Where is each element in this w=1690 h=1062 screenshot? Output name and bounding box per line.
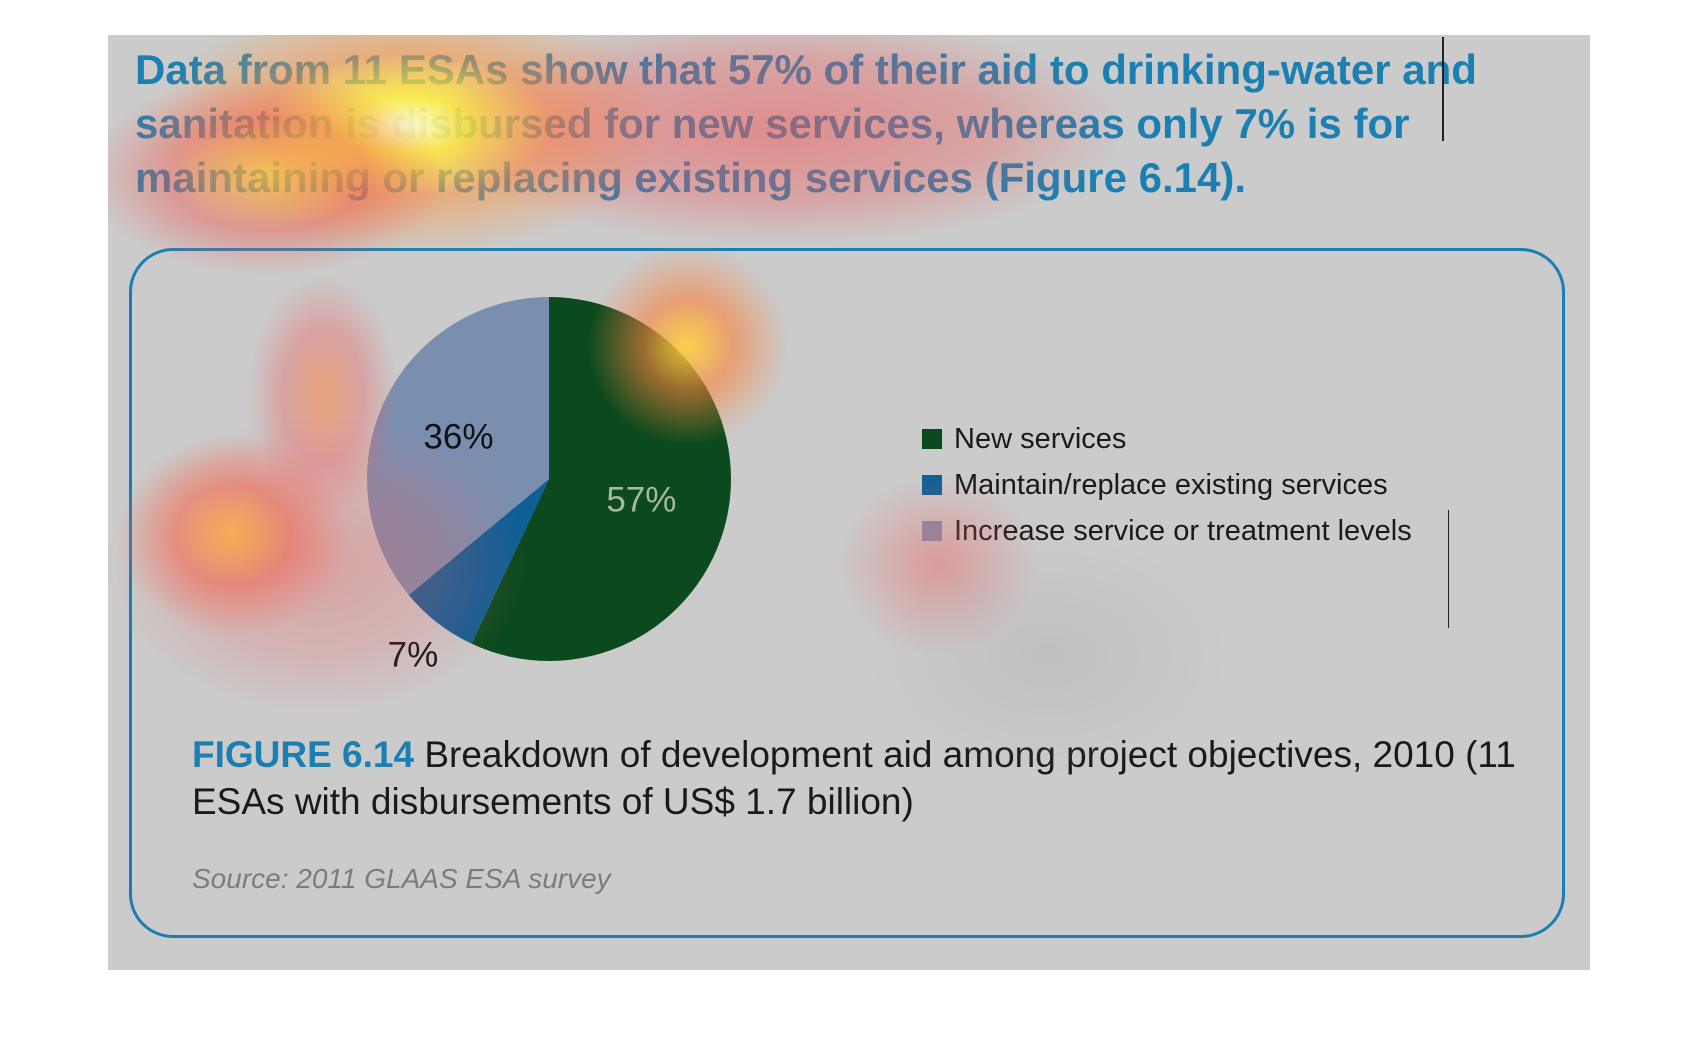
pie-labels: 57% 7% 36% (388, 417, 677, 674)
pie-slice-label: 7% (388, 635, 439, 674)
legend-item-new-services: New services (922, 416, 1412, 462)
legend-swatch (922, 429, 942, 449)
chart-legend: New services Maintain/replace existing s… (922, 416, 1412, 554)
figure-source: Source: 2011 GLAAS ESA survey (192, 863, 611, 894)
legend-swatch (922, 475, 942, 495)
text-cursor (1448, 510, 1449, 628)
pie-slices (367, 297, 731, 661)
legend-swatch (922, 521, 942, 541)
legend-label: Maintain/replace existing services (954, 468, 1388, 501)
text-cursor (1442, 37, 1444, 141)
figure-label: FIGURE 6.14 (192, 734, 415, 775)
pie-slice-label: 57% (606, 481, 676, 520)
headline: Data from 11 ESAs show that 57% of their… (135, 46, 1477, 201)
legend-item-maintain-replace: Maintain/replace existing services (922, 462, 1412, 508)
figure-caption: FIGURE 6.14 Breakdown of development aid… (192, 731, 1532, 825)
legend-item-increase-service: Increase service or treatment levels (922, 508, 1412, 554)
figure-caption-text: Breakdown of development aid among proje… (192, 734, 1516, 822)
legend-label: New services (954, 422, 1127, 455)
pie-slice (408, 479, 549, 644)
pie-slice (367, 297, 549, 596)
figure-box: 57% 7% 36% New services Maintain/replace e… (129, 248, 1565, 938)
legend-label: Increase service or treatment levels (954, 514, 1412, 547)
slide: Data from 11 ESAs show that 57% of their… (108, 35, 1590, 970)
pie-slice-label: 36% (423, 417, 493, 456)
